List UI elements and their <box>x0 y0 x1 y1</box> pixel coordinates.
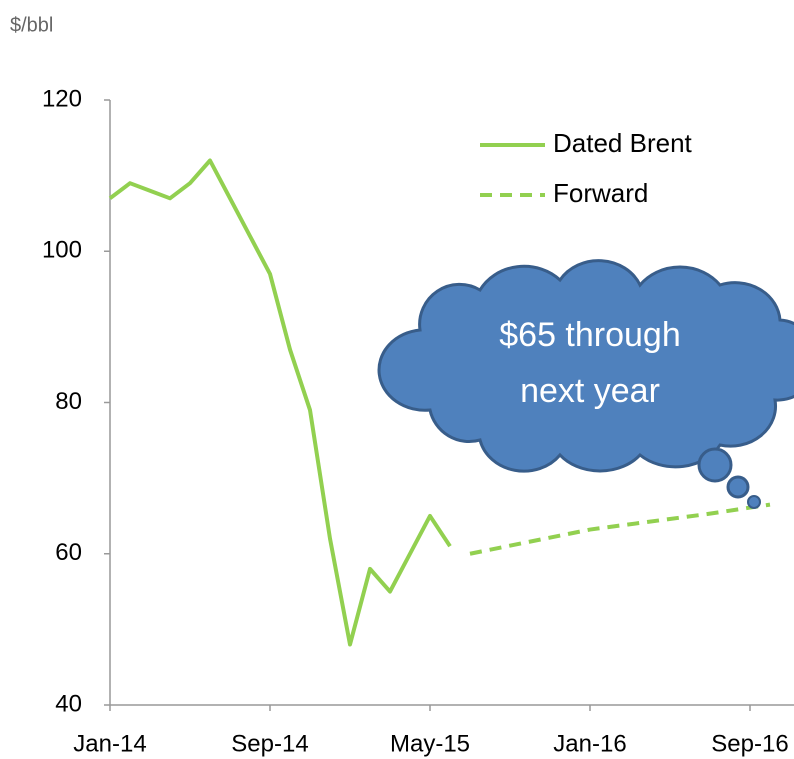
thought-bubble <box>747 495 761 509</box>
series-line <box>108 158 452 647</box>
y-axis-label: $/bbl <box>10 14 53 36</box>
x-tick-label: Sep-16 <box>711 730 788 757</box>
legend-label: Forward <box>553 178 648 208</box>
y-tick-label: 40 <box>55 690 82 717</box>
y-tick-label: 60 <box>55 539 82 566</box>
thought-bubble <box>697 447 733 483</box>
y-tick-label: 80 <box>55 388 82 415</box>
x-tick-label: Jan-16 <box>553 730 626 757</box>
x-tick-label: Jan-14 <box>73 730 146 757</box>
series-line <box>469 502 771 556</box>
x-tick-label: May-15 <box>390 730 470 757</box>
plot-area <box>108 158 771 647</box>
x-tick-label: Sep-14 <box>231 730 308 757</box>
legend-label: Dated Brent <box>553 128 693 158</box>
annotation: next year <box>520 372 660 410</box>
annotation: $65 through <box>499 316 681 354</box>
thought-bubble <box>726 475 750 499</box>
y-tick-label: 120 <box>42 85 82 112</box>
thought-cloud <box>377 259 794 473</box>
y-tick-label: 100 <box>42 237 82 264</box>
